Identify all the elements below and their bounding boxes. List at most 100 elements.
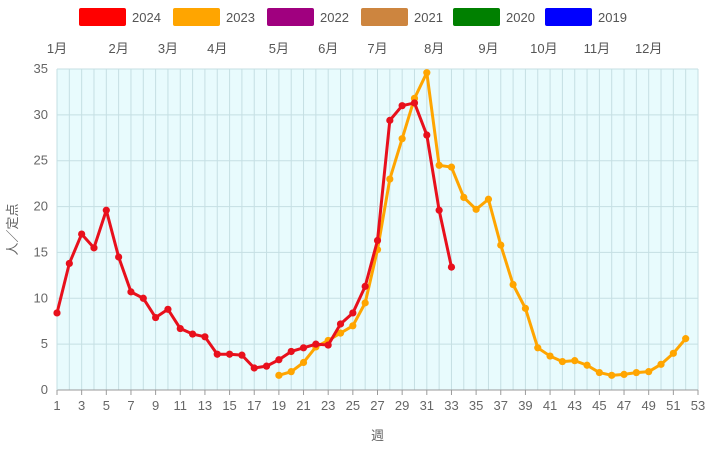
data-point[interactable] <box>299 358 308 367</box>
data-point[interactable] <box>164 305 172 313</box>
data-point[interactable] <box>682 335 690 343</box>
y-axis-label: 人／定点 <box>5 203 20 255</box>
legend-item-2022[interactable]: 2022 <box>267 8 349 26</box>
data-point[interactable] <box>287 347 295 356</box>
data-point[interactable] <box>583 361 591 369</box>
legend-item-2020[interactable]: 2020 <box>453 8 535 26</box>
month-label: 6月 <box>318 41 338 56</box>
data-point[interactable] <box>225 350 234 358</box>
month-label: 8月 <box>424 41 444 56</box>
data-point[interactable] <box>361 282 369 290</box>
data-point[interactable] <box>53 309 61 317</box>
data-point[interactable] <box>262 362 271 370</box>
data-point[interactable] <box>423 69 431 77</box>
legend-item-2024[interactable]: 2024 <box>79 8 161 26</box>
data-point[interactable] <box>447 163 456 171</box>
data-point[interactable] <box>213 350 221 358</box>
legend-item-2021[interactable]: 2021 <box>361 8 443 26</box>
data-point[interactable] <box>509 280 517 289</box>
data-point[interactable] <box>423 131 431 139</box>
data-point[interactable] <box>398 135 406 143</box>
x-tick-label: 31 <box>420 398 434 413</box>
data-point[interactable] <box>176 324 184 333</box>
data-point[interactable] <box>620 370 628 379</box>
month-label: 4月 <box>207 41 227 56</box>
x-tick-label: 21 <box>296 398 310 413</box>
x-tick-labels: 1 3 5 7 9 11 13 15 17 19 21 23 25 27 29 31 33 35 37 39 41 43 4… <box>53 390 705 413</box>
data-point[interactable] <box>558 357 567 366</box>
data-point[interactable] <box>386 175 394 183</box>
y-tick-label: 30 <box>34 107 48 122</box>
data-point[interactable] <box>373 236 382 245</box>
data-point[interactable] <box>115 253 123 261</box>
data-point[interactable] <box>645 368 653 376</box>
data-point[interactable] <box>127 288 135 296</box>
data-point[interactable] <box>361 299 369 307</box>
data-point[interactable] <box>435 161 443 169</box>
data-point[interactable] <box>275 371 283 379</box>
x-axis-label: 週 <box>371 428 384 443</box>
month-label: 2月 <box>109 41 129 56</box>
data-point[interactable] <box>386 116 394 124</box>
data-point[interactable] <box>398 102 406 110</box>
data-point[interactable] <box>238 351 246 359</box>
x-tick-label: 19 <box>272 398 286 413</box>
legend-swatch <box>79 8 126 26</box>
data-point[interactable] <box>410 99 419 107</box>
data-point[interactable] <box>571 357 579 365</box>
series-group <box>53 69 690 379</box>
data-point[interactable] <box>152 313 160 322</box>
data-point[interactable] <box>484 195 493 203</box>
y-tick-label: 10 <box>34 290 48 305</box>
data-point[interactable] <box>608 371 616 379</box>
x-tick-label: 51 <box>666 398 680 413</box>
x-tick-label: 49 <box>641 398 655 413</box>
data-point[interactable] <box>632 368 640 377</box>
grid-lines <box>56 68 699 391</box>
data-point[interactable] <box>324 341 332 349</box>
data-point[interactable] <box>546 352 554 360</box>
data-point[interactable] <box>336 329 345 337</box>
x-tick-label: 7 <box>127 398 134 413</box>
data-point[interactable] <box>90 244 98 252</box>
data-point[interactable] <box>299 344 308 352</box>
x-tick-label: 13 <box>198 398 212 413</box>
x-tick-label: 5 <box>103 398 110 413</box>
data-point[interactable] <box>349 309 357 317</box>
legend-item-2019[interactable]: 2019 <box>545 8 627 26</box>
x-tick-label: 27 <box>370 398 384 413</box>
y-tick-label: 5 <box>41 336 48 351</box>
y-tick-label: 35 <box>34 61 48 76</box>
data-point[interactable] <box>669 349 677 357</box>
data-point[interactable] <box>595 368 603 377</box>
month-label: 7月 <box>367 41 387 56</box>
x-tick-label: 9 <box>152 398 159 413</box>
data-point[interactable] <box>657 360 665 368</box>
data-point[interactable] <box>139 294 147 302</box>
data-point[interactable] <box>102 206 110 214</box>
data-point[interactable] <box>349 322 357 330</box>
legend-swatch <box>545 8 592 26</box>
series-2024 <box>53 99 456 372</box>
data-point[interactable] <box>336 320 345 328</box>
data-point[interactable] <box>312 340 320 348</box>
data-point[interactable] <box>201 333 209 341</box>
data-point[interactable] <box>78 230 86 238</box>
data-point[interactable] <box>497 241 505 249</box>
y-tick-label: 0 <box>41 382 48 397</box>
data-point[interactable] <box>435 206 443 214</box>
data-point[interactable] <box>275 356 283 364</box>
data-point[interactable] <box>521 304 530 312</box>
legend-item-2023[interactable]: 2023 <box>173 8 255 26</box>
data-point[interactable] <box>447 263 456 271</box>
data-point[interactable] <box>287 368 295 376</box>
data-point[interactable] <box>188 330 197 338</box>
data-point[interactable] <box>534 344 542 352</box>
month-labels: 1月 2月 3月 4月 5月 6月 7月 8月 9月 10月 11月 12月 <box>47 41 663 56</box>
data-point[interactable] <box>460 193 468 201</box>
data-point[interactable] <box>250 364 258 372</box>
data-point[interactable] <box>65 259 73 268</box>
series-line-2023 <box>278 71 687 377</box>
data-point[interactable] <box>472 205 480 213</box>
legend-swatch <box>453 8 500 26</box>
